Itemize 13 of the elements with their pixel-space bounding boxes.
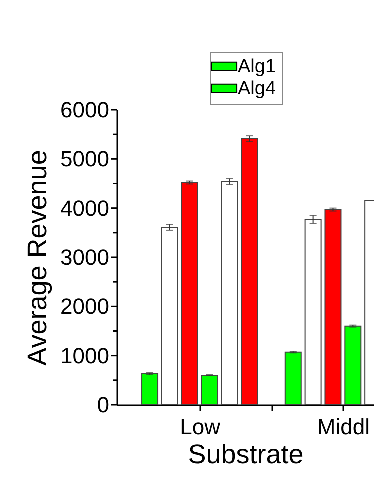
x-tick-label: Middl [317, 414, 370, 440]
y-tick-label: 3000 [60, 245, 110, 270]
y-tick-label: 6000 [60, 98, 110, 122]
y-tick-label: 5000 [60, 146, 110, 172]
y-tick-label: 0 [97, 392, 110, 418]
x-axis-title: Substrate [188, 440, 304, 470]
legend-label: Alg4 [238, 78, 276, 100]
legend-label: Alg1 [238, 56, 276, 78]
y-axis-title: Average Revenue [22, 150, 53, 366]
y-tick-label: 2000 [60, 294, 110, 320]
y-tick-label: 1000 [60, 343, 110, 368]
x-tick-label: Low [180, 414, 221, 440]
y-tick-label: 4000 [60, 196, 110, 221]
